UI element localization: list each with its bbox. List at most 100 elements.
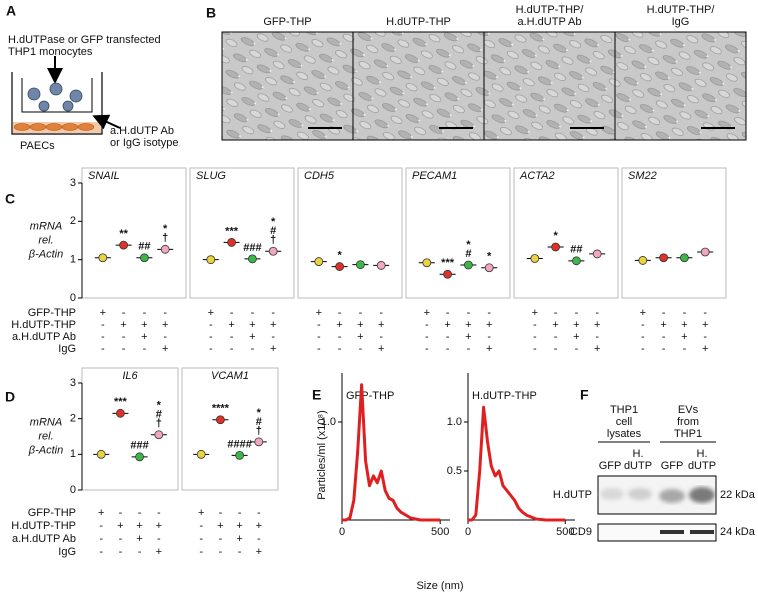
condition-sign: + — [660, 319, 666, 331]
y-axis-label: Particles/ml (x10⁸) — [316, 410, 328, 500]
blot-kda: 24 kDa — [720, 526, 756, 538]
condition-sign: + — [486, 343, 492, 355]
condition-sign: + — [357, 331, 363, 343]
significance: * — [487, 251, 492, 263]
image-label: H.dUTP-THP/ — [647, 4, 716, 16]
data-dot — [116, 408, 125, 418]
condition-sign: - — [554, 307, 558, 319]
plot-frame — [189, 167, 295, 299]
y-tick-label: 3 — [70, 377, 76, 389]
condition-sign: - — [163, 331, 167, 343]
condition-sign: + — [316, 307, 322, 319]
data-dot — [135, 452, 145, 462]
condition-sign: - — [122, 343, 126, 355]
condition-sign: + — [681, 319, 687, 331]
data-dot — [160, 244, 170, 254]
blot-header: lysates — [607, 428, 642, 440]
condition-sign: - — [238, 507, 242, 519]
panel-label: F — [580, 387, 589, 403]
condition-sign: + — [702, 343, 708, 355]
condition-sign: - — [199, 520, 203, 532]
plot-frame — [513, 167, 619, 299]
significance: ** — [119, 228, 128, 240]
condition-label: a.H.dUTP Ab — [12, 331, 76, 343]
condition-sign: + — [100, 307, 106, 319]
condition-sign: - — [533, 343, 537, 355]
data-dot — [139, 253, 149, 263]
condition-sign: - — [487, 307, 491, 319]
plot-frame — [181, 367, 279, 491]
data-dot — [422, 258, 432, 268]
panel-a-cells: PAECs — [20, 140, 55, 152]
condition-sign: - — [554, 343, 558, 355]
panel-label: E — [312, 387, 321, 403]
condition-sign: - — [101, 343, 105, 355]
condition-label: IgG — [58, 343, 76, 355]
condition-sign: + — [681, 331, 687, 343]
data-dot — [592, 249, 602, 259]
data-dot — [484, 263, 494, 273]
condition-sign: - — [338, 307, 342, 319]
x-tick-label: 0 — [465, 526, 471, 538]
chart-title: SLUG — [196, 170, 226, 182]
condition-sign: - — [101, 331, 105, 343]
condition-sign: - — [122, 307, 126, 319]
panel-a-treatment: a.H.dUTP Ab — [110, 125, 174, 137]
condition-sign: + — [640, 307, 646, 319]
condition-sign: - — [379, 331, 383, 343]
condition-sign: + — [156, 546, 162, 558]
size-distribution — [468, 405, 566, 522]
image-label: GFP-THP — [263, 16, 311, 28]
blot-header: from — [677, 416, 699, 428]
condition-sign: - — [230, 307, 234, 319]
condition-sign: + — [256, 546, 262, 558]
significance: † — [162, 232, 168, 244]
condition-sign: - — [683, 343, 687, 355]
condition-sign: - — [338, 331, 342, 343]
panel-a-treatment: or IgG isotype — [110, 137, 178, 149]
condition-sign: + — [336, 319, 342, 331]
condition-sign: - — [641, 319, 645, 331]
lane-label: GFP — [599, 460, 622, 472]
condition-sign: - — [230, 343, 234, 355]
condition-sign: - — [467, 343, 471, 355]
data-dot — [254, 437, 264, 447]
x-axis-label: Size (nm) — [416, 580, 463, 592]
data-dot — [96, 449, 106, 459]
x-tick-label: 500 — [556, 526, 574, 538]
condition-sign: + — [198, 507, 204, 519]
condition-sign: + — [357, 319, 363, 331]
condition-sign: + — [444, 319, 450, 331]
condition-sign: + — [156, 520, 162, 532]
condition-sign: + — [236, 520, 242, 532]
y-axis-label: mRNA — [30, 416, 62, 428]
y-axis-label: rel. — [38, 234, 53, 246]
plot-frame — [81, 367, 179, 491]
data-dot — [551, 242, 560, 252]
condition-sign: + — [249, 319, 255, 331]
significance: ### — [243, 242, 261, 254]
data-dot — [335, 262, 345, 271]
condition-sign: - — [317, 319, 321, 331]
chart-title: GFP-THP — [346, 390, 394, 402]
significance: *** — [441, 257, 455, 269]
condition-sign: - — [554, 331, 558, 343]
data-dot — [227, 238, 237, 247]
condition-sign: - — [641, 343, 645, 355]
condition-sign: + — [486, 319, 492, 331]
lane-label: H. — [633, 448, 644, 460]
condition-sign: + — [98, 507, 104, 519]
y-tick-label: 1.0 — [321, 416, 336, 428]
significance: *** — [225, 225, 239, 237]
condition-sign: + — [117, 520, 123, 532]
condition-sign: + — [270, 343, 276, 355]
data-dot — [659, 253, 668, 263]
chart-title: ACTA2 — [519, 170, 555, 182]
data-dot — [638, 256, 648, 265]
data-dot — [376, 261, 386, 270]
condition-sign: + — [141, 331, 147, 343]
condition-sign: + — [552, 319, 558, 331]
condition-sign: + — [217, 520, 223, 532]
condition-sign: + — [120, 319, 126, 331]
condition-sign: - — [533, 319, 537, 331]
